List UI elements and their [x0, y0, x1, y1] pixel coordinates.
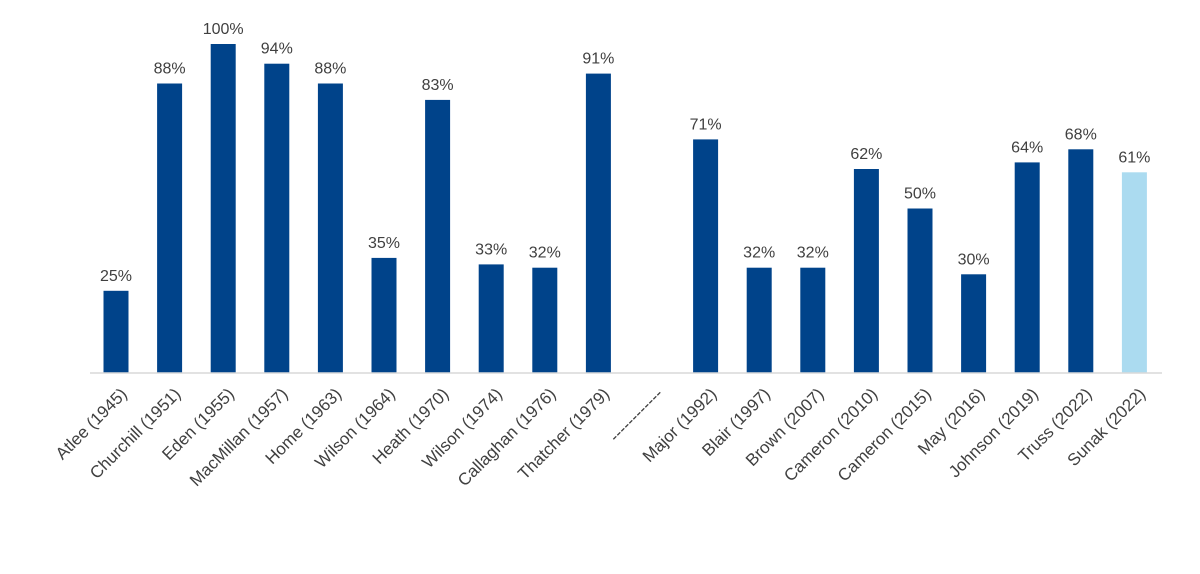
value-label-cameron-2010: 62% — [850, 146, 882, 163]
bar-cameron-2015 — [907, 208, 933, 373]
value-label-macmillan-1957: 94% — [261, 41, 293, 58]
value-label-johnson-2019: 64% — [1011, 139, 1043, 156]
tick-label-thatcher-1979: Thatcher (1979) — [514, 384, 613, 483]
value-label-blair-1997: 32% — [743, 245, 775, 262]
value-label-eden-1955: 100% — [203, 21, 244, 38]
value-label-major-1992: 71% — [690, 116, 722, 133]
bar-thatcher-1979 — [585, 73, 611, 373]
bar-home-1963 — [317, 83, 343, 373]
bar-major-1992 — [693, 139, 719, 373]
value-label-callaghan-1976: 32% — [529, 245, 561, 262]
tick-label-callaghan-1976: Callaghan (1976) — [454, 384, 560, 490]
value-label-cameron-2015: 50% — [904, 186, 936, 203]
bar-johnson-2019 — [1014, 162, 1040, 373]
value-label-may-2016: 30% — [958, 251, 990, 268]
bar-callaghan-1976 — [532, 267, 558, 373]
bar-heath-1970 — [425, 99, 451, 374]
bar-truss-2022 — [1068, 149, 1094, 373]
value-label-wilson-1964: 35% — [368, 235, 400, 252]
value-label-atlee-1945: 25% — [100, 268, 132, 285]
tick-label-macmillan-1957: MacMillan (1957) — [186, 384, 292, 490]
value-label-thatcher-1979: 91% — [582, 51, 614, 68]
bar-cameron-2010 — [853, 169, 879, 373]
bar-may-2016 — [961, 274, 987, 373]
bars-group — [103, 44, 1147, 374]
value-label-heath-1970: 83% — [422, 77, 454, 94]
bar-blair-1997 — [746, 267, 772, 373]
bar-atlee-1945 — [103, 290, 129, 374]
bar-brown-2007 — [800, 267, 826, 373]
bar-macmillan-1957 — [264, 63, 290, 373]
bar-eden-1955 — [210, 44, 236, 373]
tick-label-churchill-1951: Churchill (1951) — [86, 384, 184, 482]
bar-wilson-1974 — [478, 264, 504, 373]
bar-churchill-1951 — [157, 83, 183, 373]
tick-label-cameron-2015: Cameron (2015) — [834, 384, 935, 485]
value-label-wilson-1974: 33% — [475, 241, 507, 258]
tick-labels-group: Atlee (1945)Churchill (1951)Eden (1955)M… — [52, 384, 1149, 490]
tick-label-cameron-2010: Cameron (2010) — [780, 384, 881, 485]
value-label-churchill-1951: 88% — [154, 61, 186, 78]
value-label-sunak-2022: 61% — [1118, 149, 1150, 166]
bar-sunak-2022 — [1121, 172, 1147, 373]
value-label-truss-2022: 68% — [1065, 126, 1097, 143]
value-label-brown-2007: 32% — [797, 245, 829, 262]
bar-wilson-1964 — [371, 257, 397, 374]
value-labels-group: 25% 88% 100% 94% 88% 35% 83% 33% 32% 91% 71% 32% 32%… — [100, 21, 1150, 285]
value-label-home-1963: 88% — [314, 61, 346, 78]
